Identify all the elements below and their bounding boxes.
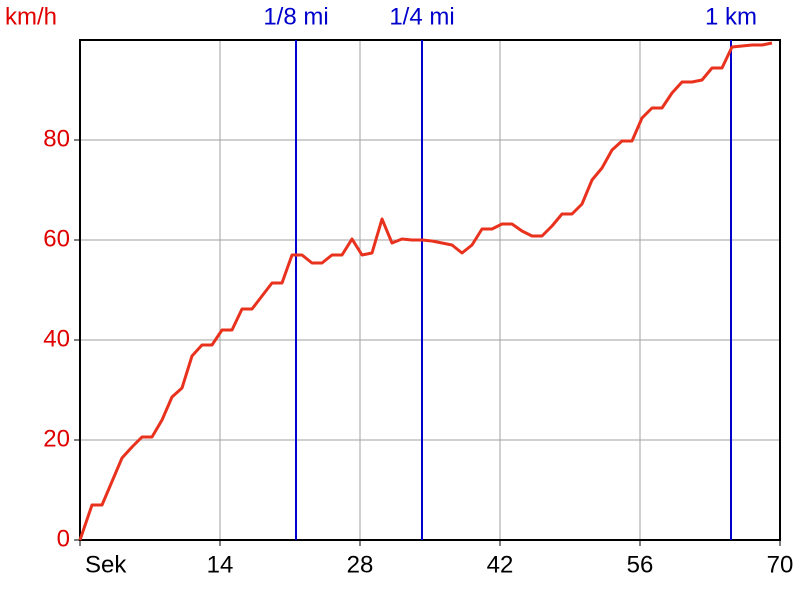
marker-label: 1/8 mi [263,3,328,30]
y-tick-label: 20 [43,425,70,452]
y-tick-label: 60 [43,225,70,252]
marker-label: 1/4 mi [389,3,454,30]
x-tick-label: 56 [627,551,654,578]
x-tick-label: 42 [487,551,514,578]
y-unit: km/h [5,3,57,30]
plot-frame [79,39,781,541]
x-tick-label: 70 [767,551,794,578]
x-tick-label: 28 [347,551,374,578]
y-tick-label: 80 [43,125,70,152]
marker-label: 1 km [705,3,757,30]
speed-line [78,41,773,541]
x-tick-label: 14 [207,551,234,578]
x-tick-label: Sek [85,551,127,578]
y-tick-label: 0 [57,525,70,552]
y-tick-label: 40 [43,325,70,352]
